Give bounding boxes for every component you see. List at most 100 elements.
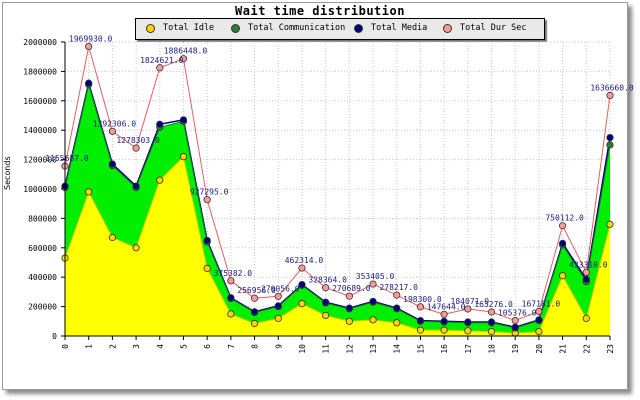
- point-total-dur-sec: [322, 284, 330, 292]
- point-total-media: [487, 318, 496, 326]
- point-total-dur-sec: [250, 294, 259, 302]
- y-tick-label: 1600000: [23, 97, 57, 106]
- legend: Total Idle Total Communication Total Med…: [135, 18, 545, 40]
- point-total-idle: [132, 244, 140, 252]
- point-total-media: [108, 160, 116, 168]
- x-tick-label: 11: [322, 344, 331, 354]
- point-total-media: [322, 298, 330, 306]
- x-tick-label: 4: [156, 344, 165, 349]
- y-tick-label: 1000000: [23, 185, 57, 194]
- x-tick-label: 16: [440, 344, 449, 354]
- data-label-total-dur-sec: 1278303.0: [116, 136, 160, 145]
- x-tick-label: 8: [251, 344, 260, 349]
- point-total-media: [203, 236, 211, 245]
- point-total-idle: [298, 300, 306, 308]
- data-label-total-dur-sec: 184071.0: [451, 297, 490, 306]
- point-total-idle: [440, 326, 448, 334]
- data-label-total-dur-sec: 1392306.0: [93, 119, 137, 128]
- data-label-total-dur-sec: 1886448.0: [164, 47, 208, 56]
- data-label-total-dur-sec: 927295.0: [190, 188, 229, 197]
- point-total-idle: [156, 176, 164, 184]
- point-total-dur-sec: [345, 292, 353, 300]
- point-total-dur-sec: [464, 305, 472, 313]
- point-total-idle: [203, 264, 211, 272]
- point-total-media: [393, 304, 401, 312]
- point-total-idle: [108, 233, 116, 242]
- data-label-total-dur-sec: 270689.0: [332, 284, 371, 293]
- point-total-dur-sec: [582, 268, 590, 276]
- line-total-dur-sec: [64, 46, 611, 322]
- point-total-media: [85, 79, 93, 87]
- point-total-media: [132, 182, 140, 190]
- point-total-media: [227, 294, 235, 302]
- x-tick-label: 13: [369, 344, 378, 354]
- point-total-media: [250, 308, 259, 316]
- point-total-dur-sec: [274, 292, 282, 300]
- data-label-total-dur-sec: 278217.0: [379, 283, 418, 292]
- x-tick-label: 1: [85, 344, 94, 349]
- y-tick-label: 400000: [28, 273, 57, 282]
- data-label-total-dur-sec: 353405.0: [356, 272, 395, 281]
- legend-label-total-idle: Total Idle: [163, 23, 215, 33]
- point-total-media: [511, 323, 519, 331]
- point-total-idle: [250, 319, 259, 328]
- point-total-dur-sec: [227, 277, 235, 285]
- point-total-media: [559, 239, 567, 247]
- x-tick-label: 18: [488, 344, 497, 354]
- data-label-total-dur-sec: 462314.0: [285, 256, 324, 265]
- point-total-idle: [487, 327, 496, 336]
- legend-label-total-media: Total Media: [371, 23, 428, 33]
- y-tick-label: 800000: [28, 214, 57, 223]
- point-total-idle: [369, 316, 377, 324]
- point-total-media: [298, 280, 306, 289]
- data-label-total-dur-sec: 198300.0: [403, 295, 442, 304]
- point-total-media: [179, 116, 188, 124]
- legend-label-total-dur-sec: Total Dur Sec: [460, 23, 527, 33]
- point-total-dur-sec: [606, 91, 614, 100]
- x-tick-label: 20: [535, 344, 544, 354]
- x-tick-label: 19: [511, 344, 520, 354]
- data-label-total-dur-sec: 1969930.0: [69, 34, 113, 43]
- point-total-dur-sec: [487, 308, 496, 316]
- legend-marker-total-media: [354, 23, 363, 33]
- chart-title: Wait time distribution: [235, 4, 405, 18]
- y-tick-label: 600000: [28, 244, 57, 253]
- line-total-media: [64, 80, 611, 328]
- y-tick-label: 1400000: [23, 126, 57, 135]
- point-total-dur-sec: [535, 307, 543, 316]
- x-tick-label: 23: [606, 344, 615, 354]
- point-total-idle: [535, 327, 543, 336]
- point-total-dur-sec: [85, 42, 93, 51]
- point-total-idle: [345, 317, 353, 325]
- data-label-total-dur-sec: 147644.0: [427, 302, 466, 311]
- x-tick-label: 15: [416, 344, 425, 354]
- x-tick-label: 3: [132, 344, 141, 349]
- x-tick-label: 12: [345, 344, 354, 354]
- x-tick-label: 0: [61, 344, 70, 349]
- point-total-dur-sec: [203, 196, 211, 204]
- y-tick-label: 200000: [28, 303, 57, 312]
- point-total-media: [582, 275, 590, 284]
- point-total-dur-sec: [440, 310, 448, 318]
- y-tick-label: 1800000: [23, 67, 57, 76]
- data-label-total-dur-sec: 167181.0: [522, 299, 561, 308]
- point-total-dur-sec: [559, 222, 567, 230]
- data-label-total-dur-sec: 163276.0: [474, 300, 513, 309]
- point-total-idle: [179, 153, 188, 161]
- point-total-media: [345, 304, 353, 312]
- data-label-total-dur-sec: 328364.0: [308, 276, 347, 285]
- x-tick-label: 2: [108, 344, 117, 349]
- y-tick-label: 1200000: [23, 156, 57, 165]
- point-total-dur-sec: [393, 291, 401, 299]
- legend-item-total-dur-sec: Total Dur Sec: [443, 23, 527, 33]
- point-total-idle: [322, 311, 330, 320]
- point-total-dur-sec: [416, 303, 425, 311]
- point-total-idle: [416, 326, 425, 334]
- point-total-idle: [393, 319, 401, 327]
- y-tick-label: 2000000: [23, 38, 57, 47]
- data-label-total-dur-sec: 1636660.0: [590, 83, 634, 92]
- legend-item-total-communication: Total Communication: [231, 23, 345, 33]
- data-label-total-dur-sec: 105376.0: [498, 309, 537, 318]
- x-tick-label: 9: [274, 344, 283, 349]
- point-total-idle: [464, 327, 472, 335]
